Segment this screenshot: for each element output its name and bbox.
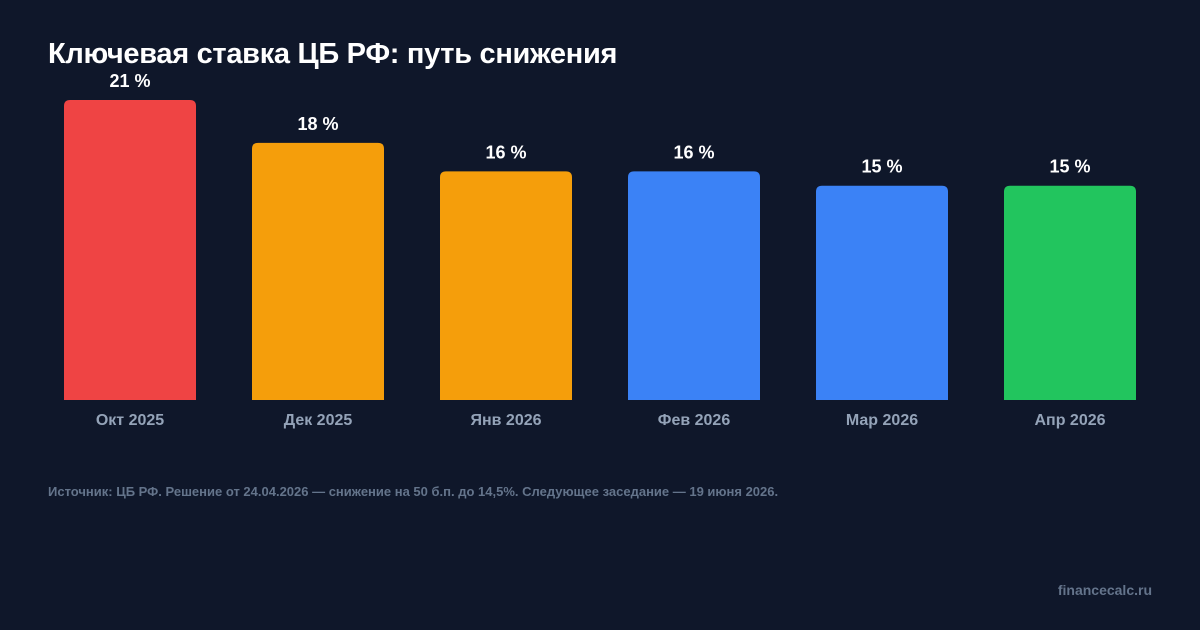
value-label-5: 15 %: [861, 157, 902, 177]
bar-4: [628, 171, 760, 400]
value-label-6: 15 %: [1049, 157, 1090, 177]
category-label-2: Дек 2025: [284, 412, 353, 429]
category-label-1: Окт 2025: [96, 412, 164, 429]
bar-5: [816, 185, 948, 400]
category-label-5: Мар 2026: [846, 412, 918, 429]
value-label-2: 18 %: [297, 114, 338, 134]
category-label-4: Фев 2026: [658, 412, 731, 429]
brand-watermark: financecalc.ru: [1057, 582, 1152, 598]
category-label-3: Янв 2026: [470, 412, 541, 429]
bar-3: [440, 171, 572, 400]
value-label-4: 16 %: [673, 142, 714, 162]
category-label-6: Апр 2026: [1034, 412, 1105, 429]
bar-1: [64, 100, 196, 400]
bar-2: [252, 142, 384, 400]
bar-6: [1004, 185, 1136, 400]
chart-title: Ключевая ставка ЦБ РФ: путь снижения: [48, 38, 618, 70]
value-label-1: 21 %: [109, 71, 150, 91]
value-label-3: 16 %: [485, 142, 526, 162]
source-note: Источник: ЦБ РФ. Решение от 24.04.2026 —…: [48, 484, 779, 499]
